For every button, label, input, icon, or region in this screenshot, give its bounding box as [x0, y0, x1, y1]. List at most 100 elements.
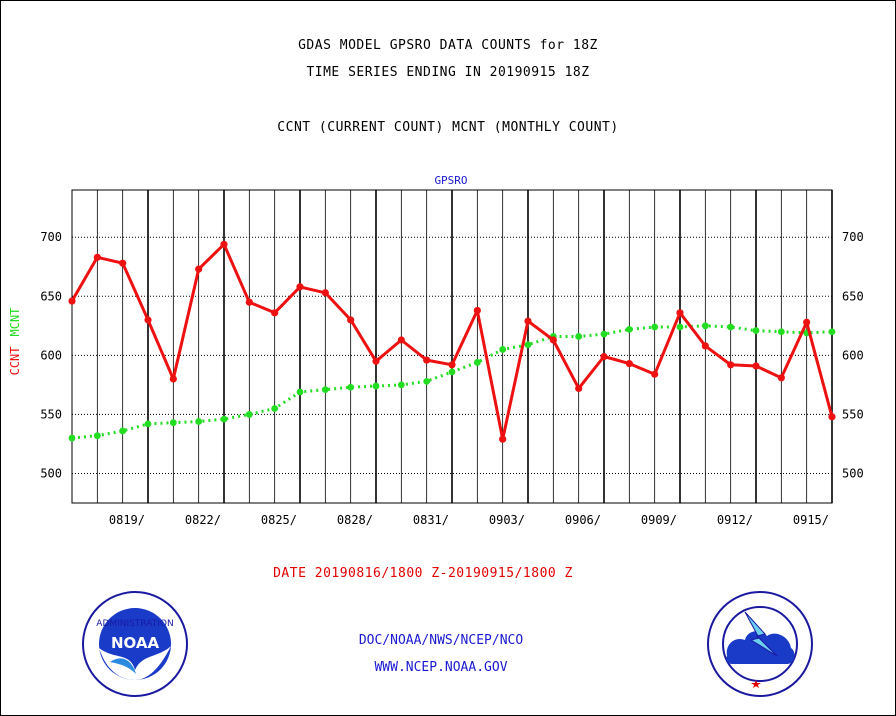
data-point-mcnt-30 [828, 328, 836, 336]
x-tick-label-0831: 0831/ [413, 513, 449, 527]
data-point-ccnt-24 [676, 309, 684, 317]
y-axis-label: CCNT MCNT [8, 308, 22, 376]
data-point-mcnt-13 [397, 381, 405, 389]
x-tick-label-0909: 0909/ [641, 513, 677, 527]
data-point-ccnt-4 [169, 375, 177, 383]
data-point-ccnt-20 [575, 384, 583, 393]
data-point-ccnt-3 [144, 316, 152, 324]
data-point-mcnt-9 [296, 388, 304, 396]
x-tick-label-0819: 0819/ [109, 513, 145, 527]
data-point-mcnt-21 [600, 330, 608, 338]
data-point-ccnt-1 [93, 253, 101, 261]
data-point-ccnt-18 [524, 317, 532, 325]
x-tick-label-0828: 0828/ [337, 513, 373, 527]
data-point-mcnt-28 [777, 328, 785, 336]
chart-title: GPSRO [434, 174, 467, 187]
data-point-ccnt-5 [195, 265, 203, 273]
y-tick-label-right-700: 700 [842, 230, 864, 244]
doc-noaa-link[interactable]: DOC/NOAA/NWS/NCEP/NCO [358, 633, 524, 648]
data-point-mcnt-23 [651, 323, 659, 331]
y-axis-label-text: CCNT MCNT [8, 308, 22, 376]
y-tick-label-left-600: 600 [40, 348, 62, 362]
data-point-mcnt-22 [625, 325, 633, 333]
header-title-line2: TIME SERIES ENDING IN 20190915 18Z [306, 65, 590, 80]
y-tick-label-left-700: 700 [40, 230, 62, 244]
data-point-ccnt-9 [296, 283, 304, 291]
data-point-mcnt-6 [220, 415, 228, 423]
data-point-ccnt-16 [473, 306, 481, 315]
data-point-mcnt-3 [144, 420, 152, 428]
data-point-mcnt-0 [68, 434, 76, 442]
data-point-mcnt-24 [676, 323, 684, 331]
y-tick-label-right-550: 550 [842, 407, 864, 421]
grid-layer [72, 190, 833, 503]
data-point-ccnt-28 [777, 374, 785, 382]
data-point-ccnt-19 [549, 336, 557, 344]
data-point-ccnt-29 [803, 318, 811, 326]
data-point-mcnt-17 [499, 346, 507, 353]
data-point-ccnt-12 [372, 357, 380, 365]
y-axis-label-ccnt: CCNT [8, 347, 22, 376]
data-point-ccnt-30 [828, 413, 836, 421]
y-tick-label-right-650: 650 [842, 289, 864, 303]
x-tick-label-0912: 0912/ [717, 513, 753, 527]
x-tick-label-0903: 0903/ [489, 513, 525, 527]
data-point-mcnt-27 [752, 327, 760, 334]
data-point-ccnt-14 [423, 356, 431, 364]
data-point-mcnt-1 [93, 432, 101, 440]
date-range-label: DATE 20190816/1800 Z-20190915/1800 Z [273, 566, 573, 581]
data-point-mcnt-11 [347, 383, 355, 391]
svg-text:ADMINISTRATION: ADMINISTRATION [96, 619, 173, 629]
data-point-mcnt-16 [473, 359, 481, 366]
data-point-ccnt-25 [701, 342, 709, 350]
data-point-ccnt-2 [119, 259, 127, 267]
data-point-mcnt-2 [119, 427, 127, 435]
data-point-ccnt-26 [727, 361, 735, 369]
data-point-mcnt-8 [271, 405, 279, 412]
noaa-logo: ADMINISTRATION NOAA [82, 591, 188, 697]
data-point-mcnt-18 [524, 341, 532, 349]
y-tick-label-left-500: 500 [40, 466, 62, 480]
data-point-ccnt-0 [68, 297, 76, 305]
noaa-logo-text: NOAA [111, 634, 160, 652]
data-point-mcnt-10 [321, 386, 329, 394]
data-point-ccnt-15 [448, 361, 456, 369]
data-point-mcnt-26 [727, 323, 735, 331]
data-point-ccnt-22 [625, 360, 633, 368]
data-point-mcnt-20 [575, 333, 583, 340]
data-point-mcnt-14 [423, 377, 431, 385]
data-point-mcnt-25 [701, 322, 709, 330]
national-weather-service-logo [707, 591, 813, 697]
data-point-ccnt-7 [245, 298, 253, 306]
data-point-ccnt-13 [397, 336, 405, 344]
x-tick-label-0915: 0915/ [793, 513, 829, 527]
y-tick-label-right-500: 500 [842, 466, 864, 480]
series-layer [68, 240, 836, 443]
y-tick-label-left-550: 550 [40, 407, 62, 421]
data-point-ccnt-11 [347, 316, 355, 324]
data-point-ccnt-17 [499, 435, 507, 443]
data-point-mcnt-5 [195, 418, 203, 425]
ncep-website-link[interactable]: WWW.NCEP.NOAA.GOV [374, 660, 508, 675]
data-point-ccnt-6 [220, 240, 228, 248]
x-tick-label-0906: 0906/ [565, 513, 601, 527]
header-title-line1: GDAS MODEL GPSRO DATA COUNTS for 18Z [298, 38, 598, 53]
data-point-mcnt-4 [169, 419, 177, 427]
data-point-ccnt-8 [271, 309, 279, 317]
data-point-mcnt-15 [448, 368, 456, 376]
data-point-ccnt-21 [600, 352, 608, 361]
data-point-mcnt-12 [372, 382, 380, 390]
data-point-ccnt-27 [752, 362, 760, 370]
data-point-ccnt-10 [321, 289, 329, 297]
y-axis-label-mcnt: MCNT [8, 308, 22, 337]
x-tick-label-0825: 0825/ [261, 513, 297, 527]
y-tick-label-left-650: 650 [40, 289, 62, 303]
axis-layer: 500 500 550 550 600 600 650 650 700 700 0819/0822/… [40, 189, 864, 527]
data-point-mcnt-7 [245, 411, 253, 418]
header-legend-description: CCNT (CURRENT COUNT) MCNT (MONTHLY COUNT… [277, 120, 619, 135]
x-tick-label-0822: 0822/ [185, 513, 221, 527]
plot-area-border [71, 189, 833, 504]
y-tick-label-right-600: 600 [842, 348, 864, 362]
data-point-ccnt-23 [651, 370, 659, 378]
